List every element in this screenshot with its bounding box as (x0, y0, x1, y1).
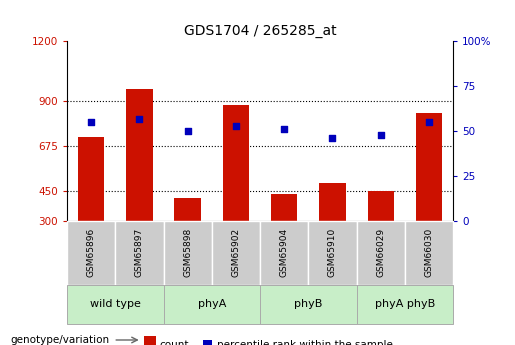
Bar (163, 221, 212, 285)
Text: GSM65904: GSM65904 (280, 228, 289, 277)
Bar (163, 285, 260, 324)
Bar (416, 113, 442, 221)
Point (232, 123, 240, 128)
Point (425, 119, 433, 125)
Bar (115, 221, 163, 285)
Bar (78, 137, 105, 221)
Bar (405, 221, 453, 285)
Bar (67, 221, 115, 285)
Text: wild type: wild type (90, 299, 141, 309)
Text: GSM65896: GSM65896 (87, 228, 96, 277)
Bar (308, 221, 356, 285)
Text: GSM66030: GSM66030 (424, 228, 434, 277)
Bar (260, 221, 308, 285)
Point (376, 132, 385, 137)
Bar (356, 285, 453, 324)
Point (329, 136, 337, 141)
Text: phyB: phyB (294, 299, 322, 309)
Text: GSM65898: GSM65898 (183, 228, 192, 277)
Bar (319, 183, 346, 221)
Bar (126, 89, 152, 221)
Bar (356, 221, 405, 285)
Text: percentile rank within the sample: percentile rank within the sample (217, 340, 393, 345)
Text: GSM66029: GSM66029 (376, 228, 385, 277)
Text: genotype/variation: genotype/variation (10, 335, 109, 345)
Bar (271, 194, 298, 221)
Bar (144, 336, 156, 345)
Text: phyA phyB: phyA phyB (375, 299, 435, 309)
Bar (175, 198, 201, 221)
Point (183, 128, 192, 134)
Bar (260, 285, 356, 324)
Text: count: count (160, 340, 189, 345)
Text: GSM65902: GSM65902 (231, 228, 241, 277)
Text: GSM65897: GSM65897 (135, 228, 144, 277)
Text: phyA: phyA (198, 299, 226, 309)
Bar (212, 221, 260, 285)
Point (87, 119, 95, 125)
Point (280, 127, 288, 132)
Bar (203, 339, 212, 345)
Title: GDS1704 / 265285_at: GDS1704 / 265285_at (184, 23, 336, 38)
Point (135, 116, 144, 121)
Bar (222, 105, 249, 221)
Text: GSM65910: GSM65910 (328, 228, 337, 277)
Bar (67, 285, 163, 324)
Bar (368, 191, 394, 221)
